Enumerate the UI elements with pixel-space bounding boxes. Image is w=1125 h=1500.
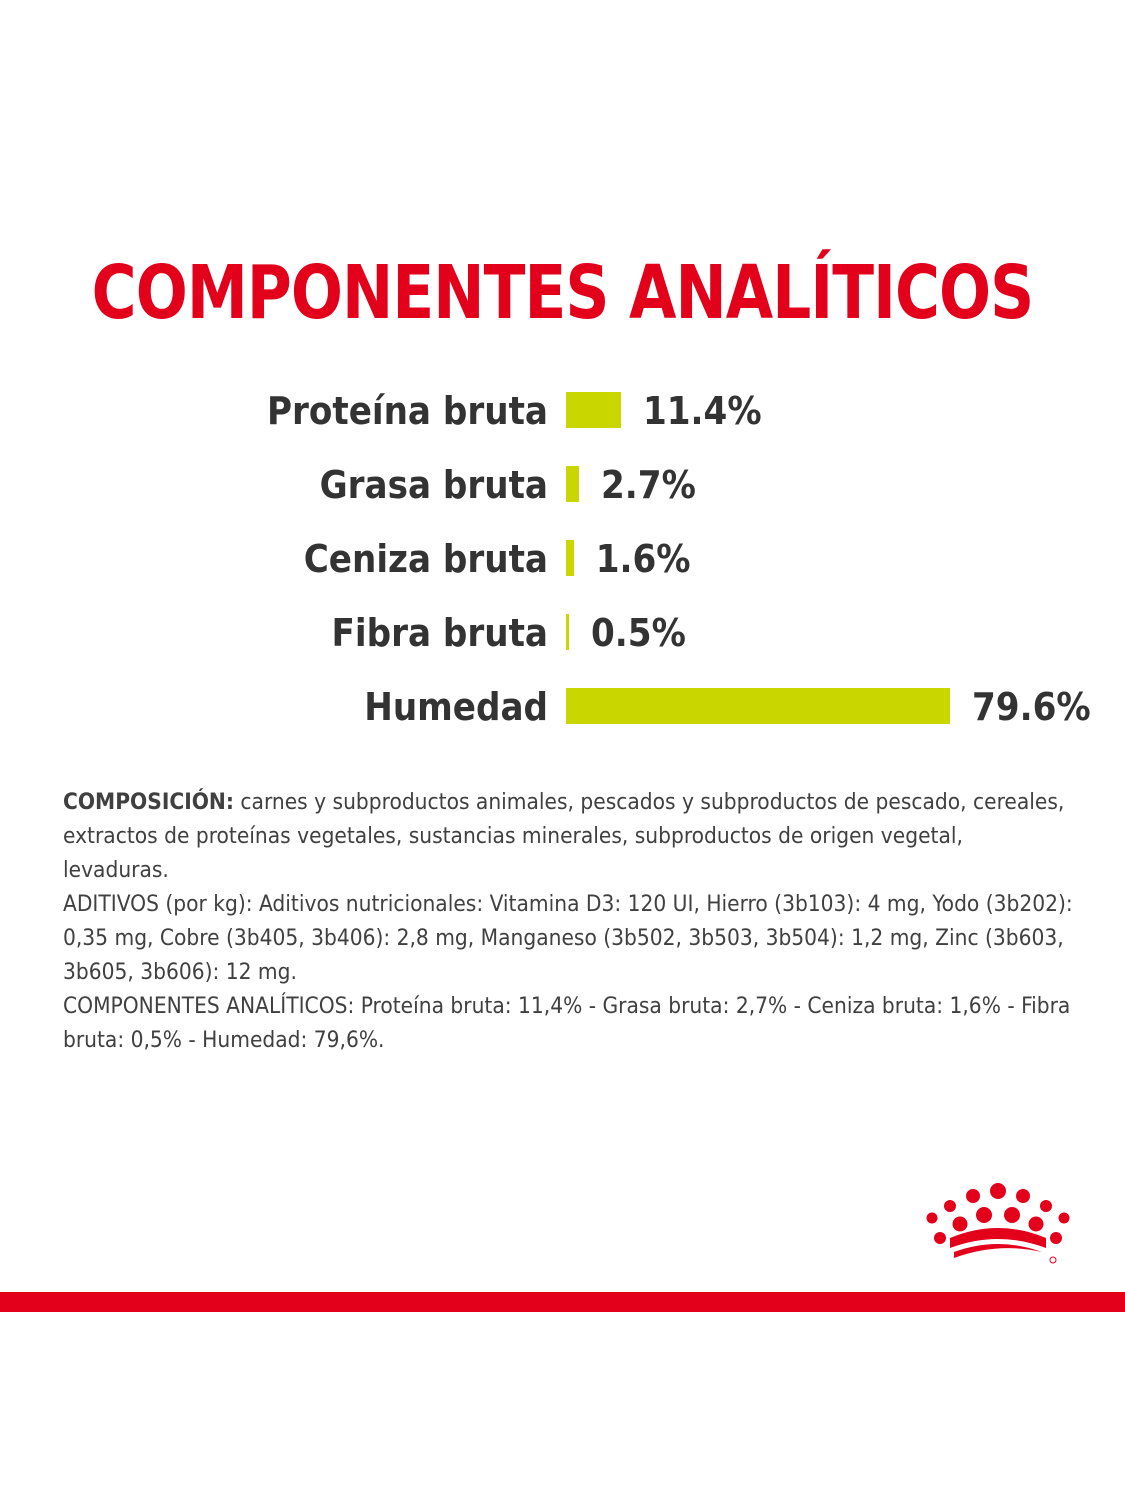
bar-row: Humedad 79.6% bbox=[0, 682, 1125, 732]
bar-value-label: 11.4% bbox=[642, 389, 762, 433]
logo-dots bbox=[926, 1183, 1070, 1244]
page-title: COMPONENTES ANALÍTICOS bbox=[91, 250, 1035, 336]
bar-category-label: Humedad bbox=[364, 685, 548, 729]
bar bbox=[566, 540, 574, 576]
bar-category-label: Grasa bruta bbox=[319, 463, 548, 507]
brand-red-stripe bbox=[0, 1292, 1125, 1312]
analytics-bar-chart: Proteína bruta 11.4% Grasa bruta 2.7% Ceniza… bbox=[0, 370, 1125, 740]
royal-canin-crown-icon bbox=[926, 1183, 1070, 1264]
bar-value-label: 1.6% bbox=[595, 537, 691, 581]
bar-value-label: 2.7% bbox=[601, 463, 696, 507]
bar bbox=[566, 466, 580, 502]
composition-lead: COMPOSICIÓN: bbox=[63, 789, 234, 815]
composition-text: COMPOSICIÓN: carnes y subproductos anima… bbox=[63, 785, 1073, 1057]
bar bbox=[566, 688, 950, 724]
bar-row: Ceniza bruta 1.6% bbox=[0, 534, 1125, 584]
bar-category-label: Fibra bruta bbox=[331, 611, 548, 655]
composition-paragraph: COMPOSICIÓN: carnes y subproductos anima… bbox=[63, 785, 1073, 887]
bar-category-label: Ceniza bruta bbox=[303, 537, 548, 581]
bar-row: Fibra bruta 0.5% bbox=[0, 608, 1125, 658]
additives-paragraph: ADITIVOS (por kg): Aditivos nutricionale… bbox=[63, 891, 1073, 985]
bar bbox=[566, 614, 569, 650]
bar-value-label: 79.6% bbox=[972, 685, 1091, 729]
composition-body: carnes y subproductos animales, pescados… bbox=[63, 789, 1065, 883]
bar-row: Proteína bruta 11.4% bbox=[0, 386, 1125, 436]
bar-row: Grasa bruta 2.7% bbox=[0, 460, 1125, 510]
bar-category-label: Proteína bruta bbox=[266, 389, 548, 433]
bar-value-label: 0.5% bbox=[591, 611, 686, 655]
analytics-paragraph: COMPONENTES ANALÍTICOS: Proteína bruta: … bbox=[63, 993, 1071, 1053]
bar bbox=[566, 392, 621, 428]
